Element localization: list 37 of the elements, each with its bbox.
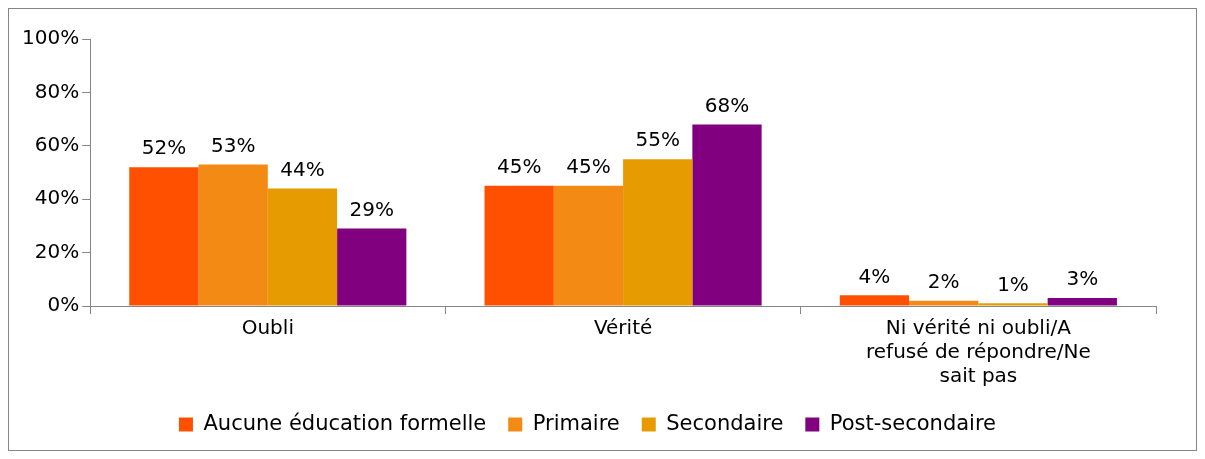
data-label: 68% [704, 92, 750, 117]
bar [553, 185, 624, 306]
data-label: 52% [141, 135, 187, 160]
data-label: 45% [496, 154, 542, 179]
data-label: 4% [858, 263, 891, 288]
bar [1047, 297, 1117, 306]
x-tick-label: Oubli [241, 315, 294, 340]
data-label: 29% [349, 196, 394, 221]
data-label: 3% [1066, 266, 1099, 291]
y-tick-label: 80% [34, 78, 80, 103]
legend-label: Post-secondaire [829, 410, 997, 435]
data-label: 55% [635, 127, 680, 152]
y-tick-label: 40% [34, 185, 80, 210]
bar [978, 303, 1048, 306]
bar [198, 164, 268, 306]
data-label: 45% [566, 154, 611, 179]
legend-label: Primaire [532, 410, 620, 435]
bar [839, 295, 910, 306]
data-label: 1% [997, 271, 1029, 296]
x-tick-label: Vérité [593, 315, 653, 340]
bar [337, 228, 407, 306]
data-label: 2% [927, 268, 960, 293]
legend-label: Aucune éducation formelle [203, 410, 487, 435]
bar [129, 167, 199, 306]
data-label: 53% [210, 132, 256, 157]
y-tick-label: 0% [47, 292, 80, 317]
bar [909, 300, 979, 306]
bar [692, 124, 762, 306]
y-tick-label: 100% [21, 25, 80, 50]
bar [267, 188, 338, 306]
bar [484, 185, 554, 306]
x-tick-label: Ni vérité ni oubli/A refusé de répondre/Ne sait pas [866, 315, 1091, 388]
bar [623, 159, 693, 306]
y-tick-label: 60% [34, 132, 80, 156]
legend-label: Secondaire [666, 410, 784, 435]
data-label: 44% [280, 156, 325, 181]
y-tick-label: 20% [34, 238, 80, 263]
